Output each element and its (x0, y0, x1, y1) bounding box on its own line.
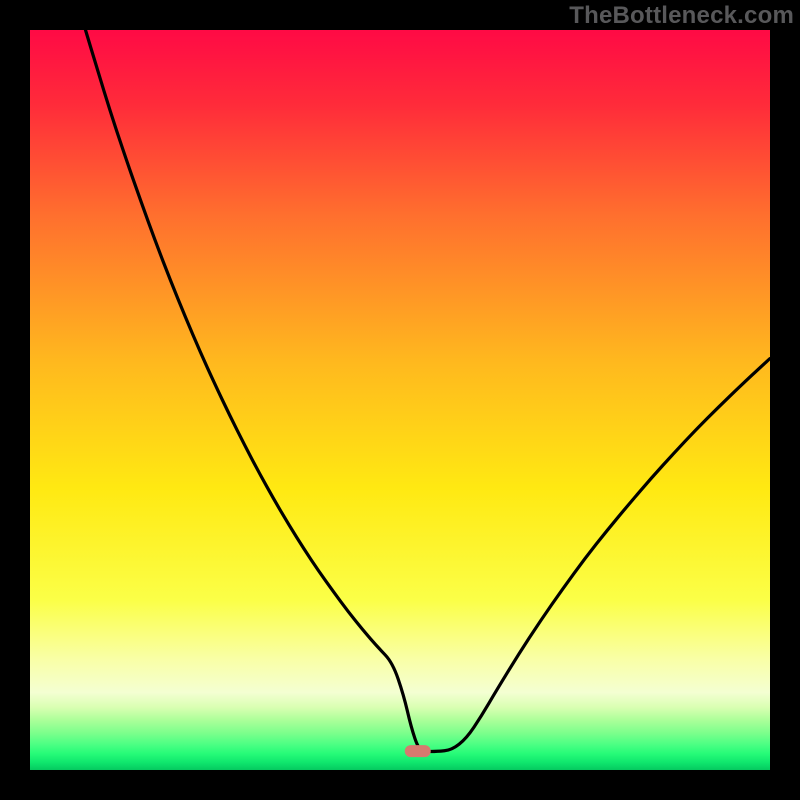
bottleneck-chart (0, 0, 800, 800)
plot-area (30, 30, 770, 770)
optimum-marker (405, 745, 431, 757)
watermark-text: TheBottleneck.com (569, 2, 794, 30)
